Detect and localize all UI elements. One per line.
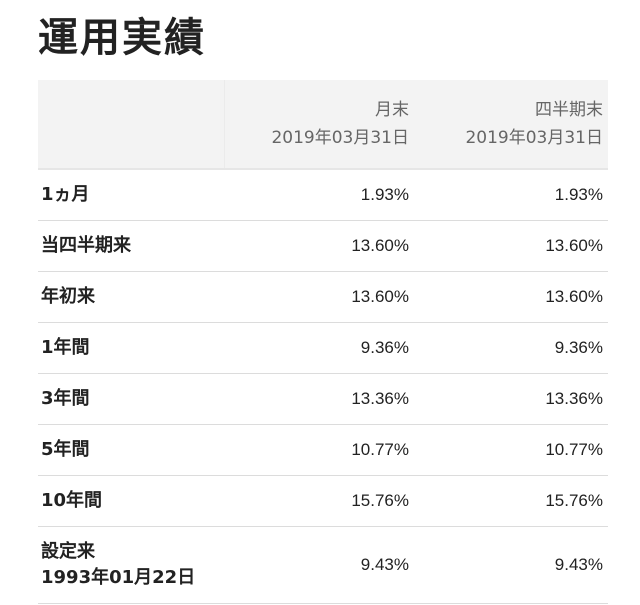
table-body: 1ヵ月 1.93% 1.93% 当四半期来 13.60% 13.60% 年初来 … — [38, 168, 608, 604]
performance-table: 月末 2019年03月31日 四半期末 2019年03月31日 1ヵ月 1.93… — [38, 80, 608, 604]
quarter-end-value: 15.76% — [414, 475, 608, 527]
header-month-end-label: 月末 — [375, 100, 409, 120]
row-label: 10年間 — [38, 475, 224, 527]
month-end-value: 9.36% — [224, 322, 414, 374]
quarter-end-value: 9.36% — [414, 322, 608, 374]
header-row: 月末 2019年03月31日 四半期末 2019年03月31日 — [38, 80, 608, 169]
row-label-main: 設定来 — [41, 541, 95, 562]
table-row: 設定来 1993年01月22日 9.43% 9.43% — [38, 526, 608, 604]
row-label: 1年間 — [38, 322, 224, 374]
table-row: 年初来 13.60% 13.60% — [38, 271, 608, 323]
page-title: 運用実績 — [38, 15, 206, 61]
month-end-value: 13.60% — [224, 220, 414, 272]
month-end-value: 9.43% — [224, 526, 414, 604]
quarter-end-value: 10.77% — [414, 424, 608, 476]
quarter-end-value: 1.93% — [414, 168, 608, 221]
row-label: 5年間 — [38, 424, 224, 476]
quarter-end-value: 9.43% — [414, 526, 608, 604]
month-end-value: 13.60% — [224, 271, 414, 323]
header-blank-cell — [38, 80, 224, 169]
table-row: 5年間 10.77% 10.77% — [38, 424, 608, 476]
table-header: 月末 2019年03月31日 四半期末 2019年03月31日 — [38, 80, 608, 169]
table-row: 当四半期来 13.60% 13.60% — [38, 220, 608, 272]
quarter-end-value: 13.60% — [414, 220, 608, 272]
table-row: 1年間 9.36% 9.36% — [38, 322, 608, 374]
row-label: 1ヵ月 — [38, 168, 224, 221]
row-label: 当四半期来 — [38, 220, 224, 272]
table-row: 1ヵ月 1.93% 1.93% — [38, 168, 608, 221]
row-label: 3年間 — [38, 373, 224, 425]
row-label-inception-date: 1993年01月22日 — [41, 567, 196, 588]
header-quarter-end: 四半期末 2019年03月31日 — [414, 80, 608, 169]
table-row: 3年間 13.36% 13.36% — [38, 373, 608, 425]
month-end-value: 10.77% — [224, 424, 414, 476]
header-month-end: 月末 2019年03月31日 — [223, 80, 414, 169]
header-quarter-end-label: 四半期末 — [535, 100, 603, 120]
month-end-value: 1.93% — [224, 168, 414, 221]
table-row: 10年間 15.76% 15.76% — [38, 475, 608, 527]
row-label: 設定来 1993年01月22日 — [38, 526, 224, 604]
quarter-end-value: 13.60% — [414, 271, 608, 323]
month-end-value: 13.36% — [224, 373, 414, 425]
row-label: 年初来 — [38, 271, 224, 323]
quarter-end-value: 13.36% — [414, 373, 608, 425]
month-end-value: 15.76% — [224, 475, 414, 527]
header-month-end-date: 2019年03月31日 — [271, 128, 409, 148]
header-quarter-end-date: 2019年03月31日 — [465, 128, 603, 148]
